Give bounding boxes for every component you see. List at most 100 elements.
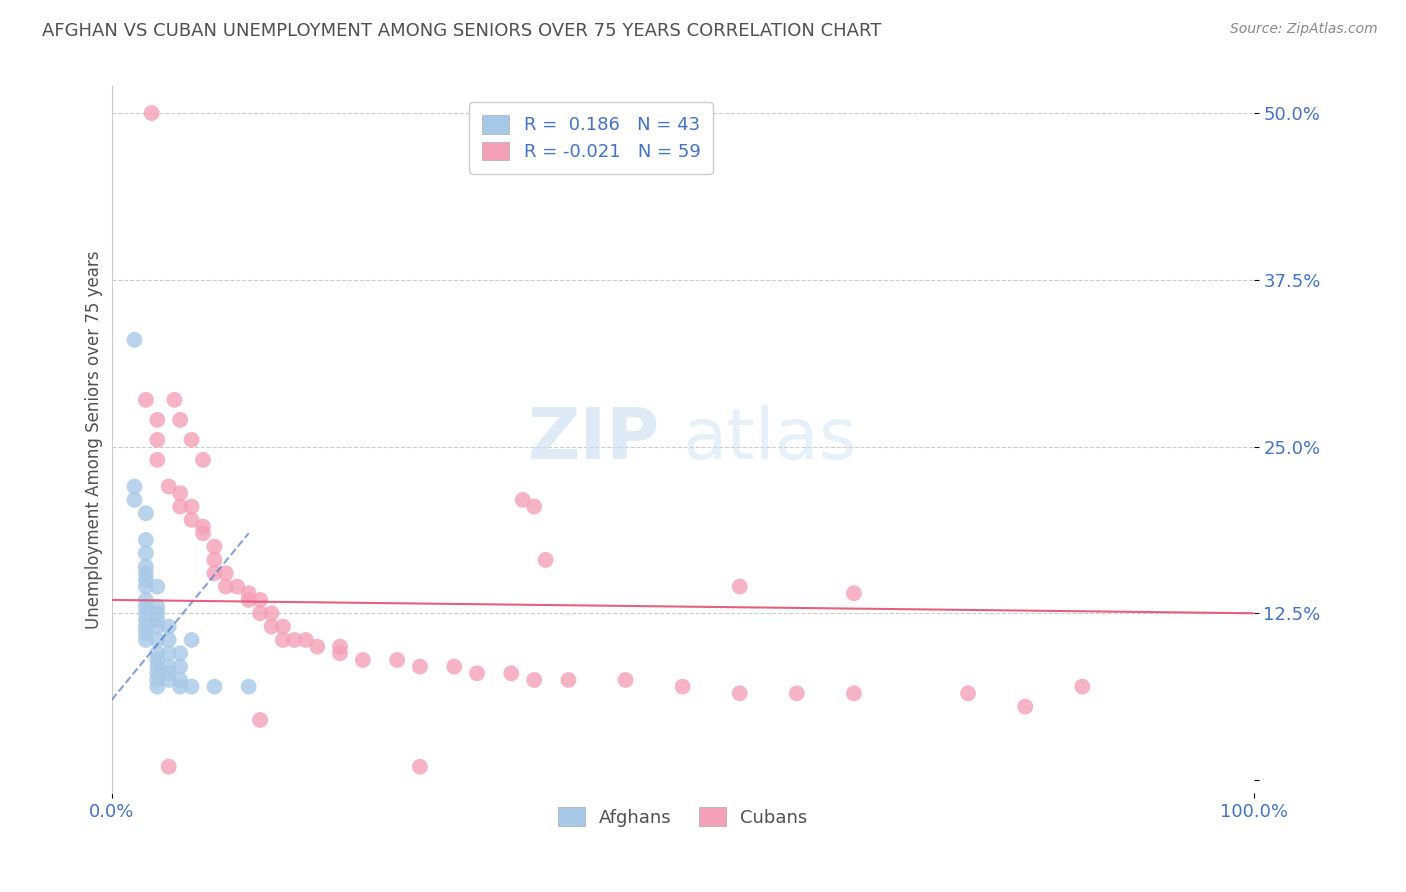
Point	[146, 646, 169, 660]
Point	[124, 333, 146, 347]
Point	[146, 653, 169, 667]
Point	[728, 686, 751, 700]
Point	[786, 686, 808, 700]
Point	[135, 506, 157, 520]
Text: Source: ZipAtlas.com: Source: ZipAtlas.com	[1230, 22, 1378, 37]
Point	[238, 593, 260, 607]
Point	[135, 546, 157, 560]
Point	[191, 519, 214, 533]
Point	[157, 646, 180, 660]
Text: atlas: atlas	[683, 405, 858, 475]
Point	[202, 553, 225, 567]
Point	[191, 526, 214, 541]
Point	[443, 659, 465, 673]
Point	[202, 680, 225, 694]
Point	[842, 686, 865, 700]
Point	[523, 673, 546, 687]
Point	[135, 566, 157, 581]
Text: ZIP: ZIP	[527, 405, 659, 475]
Point	[157, 666, 180, 681]
Point	[614, 673, 637, 687]
Point	[271, 632, 294, 647]
Point	[135, 632, 157, 647]
Point	[180, 680, 202, 694]
Point	[329, 640, 352, 654]
Point	[169, 646, 191, 660]
Point	[180, 433, 202, 447]
Point	[169, 486, 191, 500]
Point	[146, 433, 169, 447]
Point	[180, 500, 202, 514]
Point	[135, 533, 157, 547]
Point	[146, 659, 169, 673]
Point	[141, 106, 163, 120]
Point	[135, 619, 157, 633]
Point	[169, 500, 191, 514]
Point	[157, 673, 180, 687]
Point	[202, 540, 225, 554]
Point	[523, 500, 546, 514]
Point	[202, 566, 225, 581]
Point	[1071, 680, 1094, 694]
Point	[294, 632, 316, 647]
Point	[191, 453, 214, 467]
Point	[157, 479, 180, 493]
Point	[124, 492, 146, 507]
Point	[238, 586, 260, 600]
Point	[135, 607, 157, 621]
Point	[163, 392, 186, 407]
Point	[180, 513, 202, 527]
Point	[672, 680, 695, 694]
Point	[157, 632, 180, 647]
Point	[157, 659, 180, 673]
Point	[329, 646, 352, 660]
Point	[135, 392, 157, 407]
Point	[215, 566, 238, 581]
Point	[557, 673, 579, 687]
Point	[249, 607, 271, 621]
Point	[260, 619, 283, 633]
Point	[1014, 699, 1036, 714]
Point	[215, 580, 238, 594]
Point	[409, 759, 432, 773]
Point	[146, 453, 169, 467]
Point	[146, 599, 169, 614]
Point	[146, 666, 169, 681]
Point	[135, 599, 157, 614]
Point	[307, 640, 329, 654]
Legend: Afghans, Cubans: Afghans, Cubans	[550, 800, 815, 834]
Point	[146, 680, 169, 694]
Point	[409, 659, 432, 673]
Point	[146, 613, 169, 627]
Point	[283, 632, 305, 647]
Point	[249, 593, 271, 607]
Point	[512, 492, 534, 507]
Point	[180, 632, 202, 647]
Point	[146, 580, 169, 594]
Point	[385, 653, 408, 667]
Point	[249, 713, 271, 727]
Point	[728, 580, 751, 594]
Point	[124, 479, 146, 493]
Text: AFGHAN VS CUBAN UNEMPLOYMENT AMONG SENIORS OVER 75 YEARS CORRELATION CHART: AFGHAN VS CUBAN UNEMPLOYMENT AMONG SENIO…	[42, 22, 882, 40]
Point	[226, 580, 249, 594]
Point	[534, 553, 557, 567]
Point	[135, 573, 157, 587]
Point	[271, 619, 294, 633]
Point	[169, 680, 191, 694]
Point	[146, 607, 169, 621]
Point	[169, 413, 191, 427]
Point	[169, 659, 191, 673]
Point	[957, 686, 980, 700]
Point	[157, 759, 180, 773]
Point	[501, 666, 523, 681]
Point	[260, 607, 283, 621]
Point	[352, 653, 374, 667]
Point	[169, 673, 191, 687]
Point	[842, 586, 865, 600]
Point	[146, 632, 169, 647]
Point	[135, 580, 157, 594]
Point	[135, 613, 157, 627]
Point	[465, 666, 488, 681]
Y-axis label: Unemployment Among Seniors over 75 years: Unemployment Among Seniors over 75 years	[86, 251, 103, 629]
